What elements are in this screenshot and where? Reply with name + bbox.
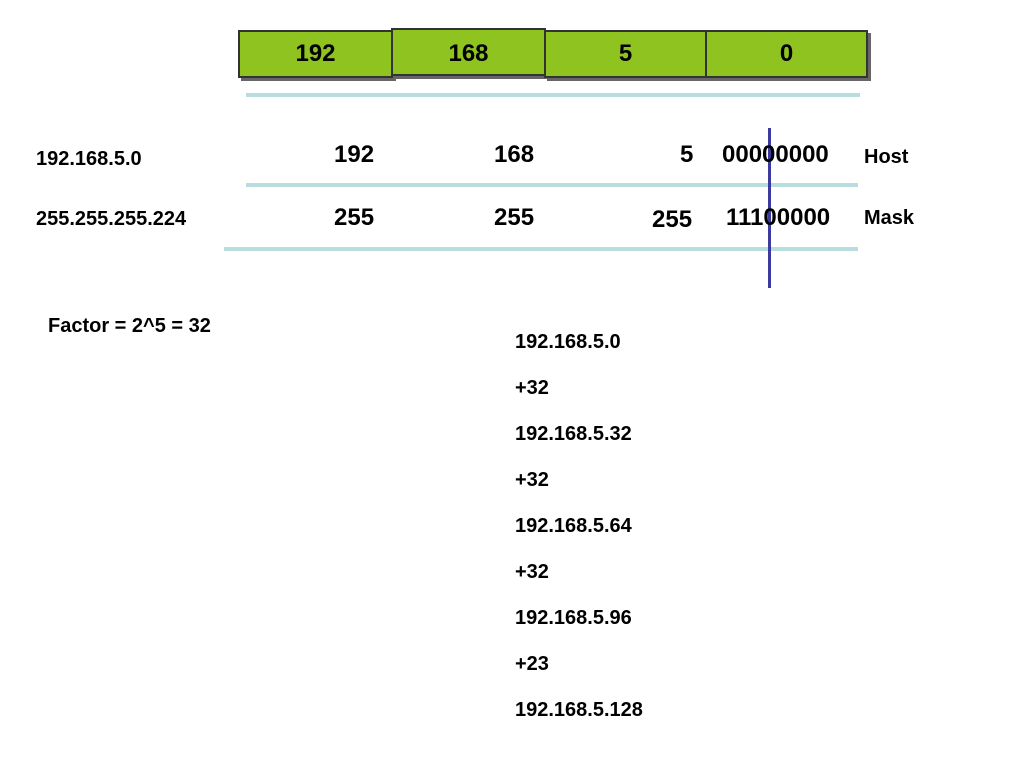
octet: 11100000	[726, 204, 831, 231]
step: 192.168.5.32	[515, 423, 632, 445]
tag: Mask	[864, 207, 915, 229]
rule	[246, 183, 858, 187]
step: 192.168.5.0	[515, 331, 621, 353]
octet: 0	[779, 40, 794, 67]
step: 192.168.5.128	[515, 699, 643, 721]
octet: 5	[680, 141, 694, 168]
step: +23	[515, 653, 549, 675]
octet: 168	[448, 40, 489, 67]
divider	[768, 128, 771, 288]
rule	[224, 247, 858, 251]
label: 255.255.255.224	[36, 208, 187, 230]
octet: 255	[494, 204, 535, 231]
step: +32	[515, 469, 549, 491]
label: 192.168.5.0	[36, 148, 142, 170]
octet: 192	[295, 40, 336, 67]
octet-box: 5	[544, 30, 707, 78]
tag: Host	[864, 146, 909, 168]
step: +32	[515, 561, 549, 583]
rule	[246, 93, 860, 97]
octet-box: 0	[705, 30, 868, 78]
step: 192.168.5.96	[515, 607, 632, 629]
octet: 00000000	[722, 141, 829, 168]
octet-box: 168	[391, 28, 546, 76]
octet: 255	[652, 206, 693, 233]
octet: 5	[618, 40, 633, 67]
step: +32	[515, 377, 549, 399]
octet-box: 192	[238, 30, 393, 78]
factor: Factor = 2^5 = 32	[48, 315, 211, 337]
step: 192.168.5.64	[515, 515, 632, 537]
octet: 192	[334, 141, 375, 168]
octet: 255	[334, 204, 375, 231]
octet: 168	[494, 141, 535, 168]
